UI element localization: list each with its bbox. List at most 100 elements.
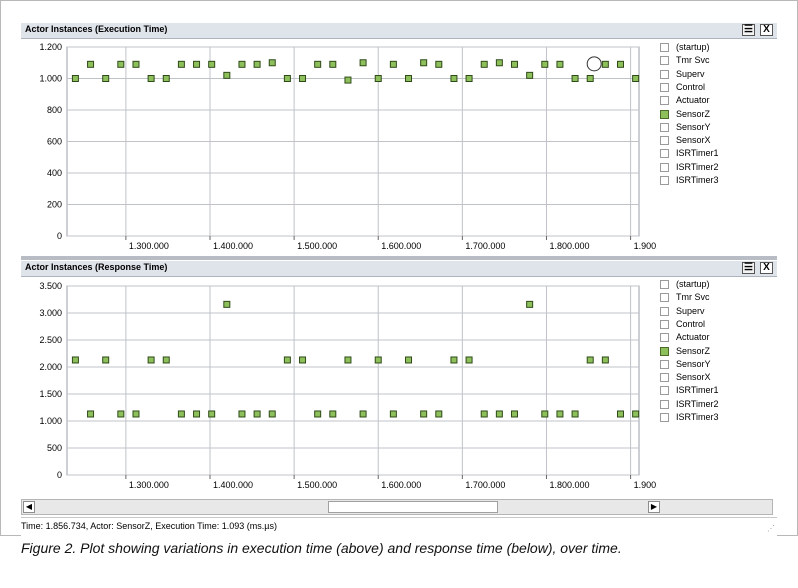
legend-item-isrtimer1[interactable]: ISRTimer1 — [659, 385, 777, 397]
data-point — [314, 410, 322, 418]
pane-splitter[interactable] — [21, 256, 777, 260]
data-point — [435, 60, 443, 68]
data-point — [71, 356, 79, 364]
legend-label: SensorX — [676, 372, 711, 383]
x-tick-label: 1.600.000 — [381, 241, 421, 251]
legend-item-control[interactable]: Control — [659, 319, 777, 331]
data-point — [177, 410, 185, 418]
legend-checkbox[interactable] — [660, 96, 669, 106]
legend-item-isrtimer2[interactable]: ISRTimer2 — [659, 399, 777, 411]
data-point — [117, 60, 125, 68]
close-pane-button[interactable]: X — [760, 24, 773, 36]
response-time-chart[interactable]: 0 500 1.000 1.500 2.000 2.500 3.000 3.500 1.300.… — [21, 277, 657, 495]
legend-label: SensorZ — [676, 108, 711, 119]
legend-item-sensorz[interactable]: SensorZ — [659, 109, 777, 121]
legend-list-button[interactable]: ☰ — [742, 262, 755, 274]
x-tick-label: 1.900.000 — [634, 480, 657, 490]
legend-checkbox[interactable] — [660, 176, 669, 185]
data-point — [632, 410, 640, 418]
data-point — [405, 75, 413, 82]
scroll-right-button[interactable]: ▶ — [648, 501, 660, 513]
legend-checkbox[interactable] — [660, 82, 669, 92]
resize-grip-icon[interactable]: ⋰ — [767, 524, 775, 533]
legend-label: Superv — [676, 305, 705, 316]
y-tick-label: 3.000 — [39, 308, 62, 318]
data-point — [465, 75, 473, 82]
legend-checkbox[interactable] — [660, 56, 669, 66]
legend-item-sensory[interactable]: SensorY — [659, 122, 777, 134]
arrow-left-icon: ◀ — [25, 502, 33, 511]
legend-checkbox[interactable] — [660, 109, 669, 119]
data-point — [616, 60, 624, 68]
data-point — [268, 59, 276, 67]
legend-checkbox[interactable] — [660, 359, 669, 369]
data-point — [223, 300, 231, 308]
legend-label: SensorY — [676, 358, 711, 369]
legend-checkbox[interactable] — [660, 333, 669, 343]
legend-item-sensorx[interactable]: SensorX — [659, 372, 777, 384]
y-tick-label: 0 — [57, 231, 62, 241]
data-point — [344, 76, 352, 84]
legend-checkbox[interactable] — [660, 346, 669, 356]
legend-checkbox[interactable] — [660, 136, 669, 146]
data-point — [344, 356, 352, 364]
legend-checkbox[interactable] — [660, 386, 669, 396]
data-point — [556, 60, 564, 68]
legend-item-actuator[interactable]: Actuator — [659, 95, 777, 107]
data-point — [616, 410, 624, 418]
x-tick-label: 1.900.000 — [634, 241, 657, 251]
legend-item-tmr-svc[interactable]: Tmr Svc — [659, 292, 777, 304]
legend-checkbox[interactable] — [660, 43, 669, 52]
legend-item-superv[interactable]: Superv — [659, 306, 777, 318]
legend-list-button[interactable]: ☰ — [742, 24, 755, 36]
legend-checkbox[interactable] — [660, 293, 669, 303]
data-point — [541, 60, 549, 68]
legend-checkbox[interactable] — [660, 399, 669, 409]
legend-item-isrtimer3[interactable]: ISRTimer3 — [659, 412, 777, 424]
data-point — [511, 60, 519, 68]
scroll-left-button[interactable]: ◀ — [23, 501, 35, 513]
x-tick-label: 1.700.000 — [465, 241, 505, 251]
close-pane-button[interactable]: X — [760, 262, 773, 274]
legend-checkbox[interactable] — [660, 413, 669, 422]
data-point — [253, 410, 261, 418]
legend-item-superv[interactable]: Superv — [659, 69, 777, 81]
legend-item-tmr-svc[interactable]: Tmr Svc — [659, 55, 777, 67]
data-point — [586, 356, 594, 364]
legend-item-startup[interactable]: (startup) — [659, 279, 777, 291]
data-point — [132, 410, 140, 418]
legend-item-actuator[interactable]: Actuator — [659, 332, 777, 344]
legend-checkbox[interactable] — [660, 122, 669, 132]
legend-checkbox[interactable] — [660, 162, 669, 172]
execution-time-pane-header: Actor Instances (Execution Time) ☰ X — [21, 23, 777, 39]
legend-checkbox[interactable] — [660, 306, 669, 316]
execution-time-chart[interactable]: 0 200 400 600 800 1.000 1.200 1.300.000 1.400.00… — [21, 39, 657, 255]
legend-item-control[interactable]: Control — [659, 82, 777, 94]
legend-item-sensory[interactable]: SensorY — [659, 359, 777, 371]
legend-checkbox[interactable] — [660, 373, 669, 383]
timeline-scrollbar[interactable]: ◀ ▶ — [21, 499, 773, 515]
legend-item-startup[interactable]: (startup) — [659, 42, 777, 54]
legend-item-isrtimer1[interactable]: ISRTimer1 — [659, 148, 777, 160]
legend-checkbox[interactable] — [660, 149, 669, 159]
legend-checkbox[interactable] — [660, 319, 669, 329]
data-point — [526, 300, 534, 308]
legend-item-sensorz[interactable]: SensorZ — [659, 346, 777, 358]
y-tick-label: 0 — [57, 470, 62, 480]
scrollbar-thumb[interactable] — [328, 501, 498, 513]
data-point — [526, 71, 534, 79]
data-point — [193, 60, 201, 68]
data-point — [450, 356, 458, 364]
legend-label: ISRTimer3 — [676, 412, 719, 422]
legend-item-isrtimer3[interactable]: ISRTimer3 — [659, 175, 777, 187]
plot-area — [66, 285, 640, 476]
legend-label: SensorY — [676, 121, 711, 132]
data-point — [162, 75, 170, 82]
legend-item-sensorx[interactable]: SensorX — [659, 135, 777, 147]
legend-item-isrtimer2[interactable]: ISRTimer2 — [659, 162, 777, 174]
legend-checkbox[interactable] — [660, 280, 669, 289]
y-tick-label: 1.000 — [39, 74, 62, 84]
data-point — [177, 60, 185, 68]
data-point — [556, 410, 564, 418]
legend-checkbox[interactable] — [660, 69, 669, 79]
